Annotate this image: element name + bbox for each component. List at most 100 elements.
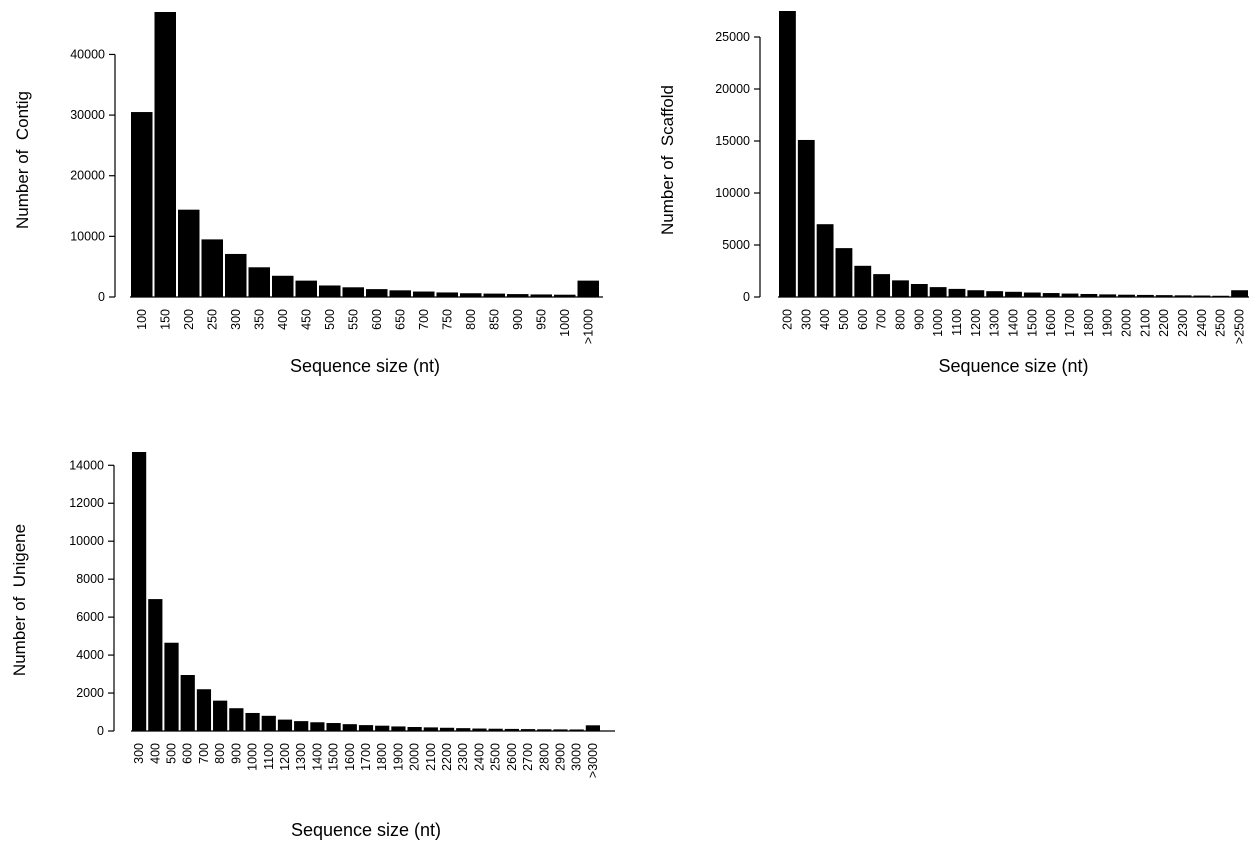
x-tick-label: 400: [276, 309, 290, 330]
x-tick-label: 1300: [294, 743, 308, 771]
bar-150: [154, 12, 176, 297]
bar-1800: [1080, 293, 1098, 297]
x-tick-label: 2700: [521, 743, 535, 771]
y-tick-label: 2000: [76, 686, 104, 700]
x-tick-label: 1200: [969, 309, 983, 337]
x-tick-label: 400: [148, 743, 162, 764]
x-tick-label: 300: [132, 743, 146, 764]
x-tick-label: 900: [511, 309, 525, 330]
bar-450: [295, 280, 317, 297]
bar-2300: [456, 728, 471, 731]
x-tick-label: 1400: [1007, 309, 1021, 337]
x-tick-label: 800: [464, 309, 478, 330]
x-tick-label: 1100: [262, 743, 276, 770]
y-tick-label: 10000: [70, 229, 105, 243]
bar-1600: [1042, 293, 1060, 297]
x-tick-label: 2600: [505, 743, 519, 771]
x-tick-label: 750: [440, 309, 454, 330]
x-tick-label: 2300: [1176, 309, 1190, 337]
bar-250: [201, 239, 223, 297]
x-tick-label: 250: [205, 309, 219, 330]
bar-500: [835, 248, 853, 297]
y-tick-label: 15000: [715, 134, 750, 148]
bar-1800: [375, 725, 390, 731]
bar-600: [854, 265, 872, 297]
x-tick-label: 600: [370, 309, 384, 330]
bar-200: [779, 11, 796, 297]
bar-1300: [986, 291, 1004, 297]
x-tick-label: 500: [323, 309, 337, 330]
bar-2700: [520, 729, 536, 731]
x-tick-label: 1900: [1101, 309, 1115, 337]
bar-2000: [407, 727, 422, 731]
x-tick-label: 2100: [424, 743, 438, 771]
bar-200: [178, 209, 200, 297]
bar-2200: [1155, 295, 1173, 297]
bar-1300: [294, 721, 309, 731]
y-tick-label: 0: [97, 724, 104, 738]
x-tick-label: 450: [299, 309, 313, 330]
bar-2800: [537, 729, 552, 731]
y-tick-label: 10000: [69, 534, 104, 548]
x-tick-label: >1000: [581, 309, 595, 344]
x-tick-label: 1800: [1082, 309, 1096, 337]
bar-900: [910, 284, 928, 297]
x-tick-label: 150: [158, 309, 172, 330]
x-tick-label: 1500: [327, 743, 341, 771]
x-tick-label: 300: [229, 309, 243, 330]
x-tick-label: 1600: [343, 743, 357, 771]
x-tick-label: 1300: [988, 309, 1002, 337]
y-tick-label: 14000: [69, 458, 104, 472]
y-axis-label: Number of Unigene: [10, 524, 29, 676]
bar-1900: [391, 726, 406, 731]
bar-2500: [488, 728, 503, 731]
bar-350: [248, 267, 270, 297]
y-tick-label: 5000: [722, 238, 750, 252]
x-tick-label: 500: [837, 309, 851, 330]
bar-gt3000: [585, 725, 600, 731]
y-tick-label: 20000: [715, 82, 750, 96]
bar-1200: [967, 290, 985, 297]
bar-1900: [1099, 294, 1117, 297]
bar-2900: [553, 729, 568, 731]
chart-1: 0 10000 20000 30000 40000 100 150 200 250 300 350 4…: [13, 12, 603, 376]
bar-600: [180, 675, 195, 731]
x-tick-label: 1000: [931, 309, 945, 337]
bar-1400: [1005, 291, 1022, 297]
chart-3: 0 2000 4000 6000 8000 10000 12000 14000 300 400 50…: [10, 452, 615, 840]
bar-750: [436, 292, 458, 297]
x-tick-label: 2500: [1214, 309, 1228, 337]
bar-650: [389, 290, 411, 297]
x-tick-label: 800: [213, 743, 227, 764]
x-tick-label: 2900: [553, 743, 567, 771]
x-tick-label: 100: [135, 309, 149, 330]
x-tick-label: 1800: [375, 743, 389, 771]
bar-1100: [261, 715, 276, 731]
bar-900: [507, 294, 529, 297]
x-tick-label: 200: [182, 309, 196, 330]
y-axis-label: Number of Contig: [13, 91, 32, 229]
x-tick-label: 200: [780, 309, 794, 330]
bar-2000: [1118, 294, 1135, 297]
bar-1100: [948, 288, 966, 297]
bar-850: [483, 293, 505, 297]
bar-300: [225, 253, 247, 297]
bar-800: [213, 700, 228, 731]
x-tick-label: 550: [346, 309, 360, 330]
y-tick-label: 4000: [76, 648, 104, 662]
x-axis-label: Sequence size (nt): [938, 356, 1088, 376]
x-tick-label: 1400: [310, 743, 324, 771]
x-tick-label: 2200: [440, 743, 454, 771]
bar-2100: [1136, 294, 1154, 297]
x-tick-label: 1000: [558, 309, 572, 337]
x-tick-label: 800: [893, 309, 907, 330]
bar-800: [460, 293, 482, 297]
bar-400: [148, 599, 163, 731]
chart-2: 0 5000 10000 15000 20000 25000 200 300 400 500 600…: [658, 11, 1249, 376]
y-tick-label: 0: [98, 290, 105, 304]
x-tick-label: 1100: [950, 309, 964, 336]
bar-100: [131, 112, 153, 297]
bar-1000: [245, 712, 260, 731]
bar-550: [342, 287, 364, 297]
